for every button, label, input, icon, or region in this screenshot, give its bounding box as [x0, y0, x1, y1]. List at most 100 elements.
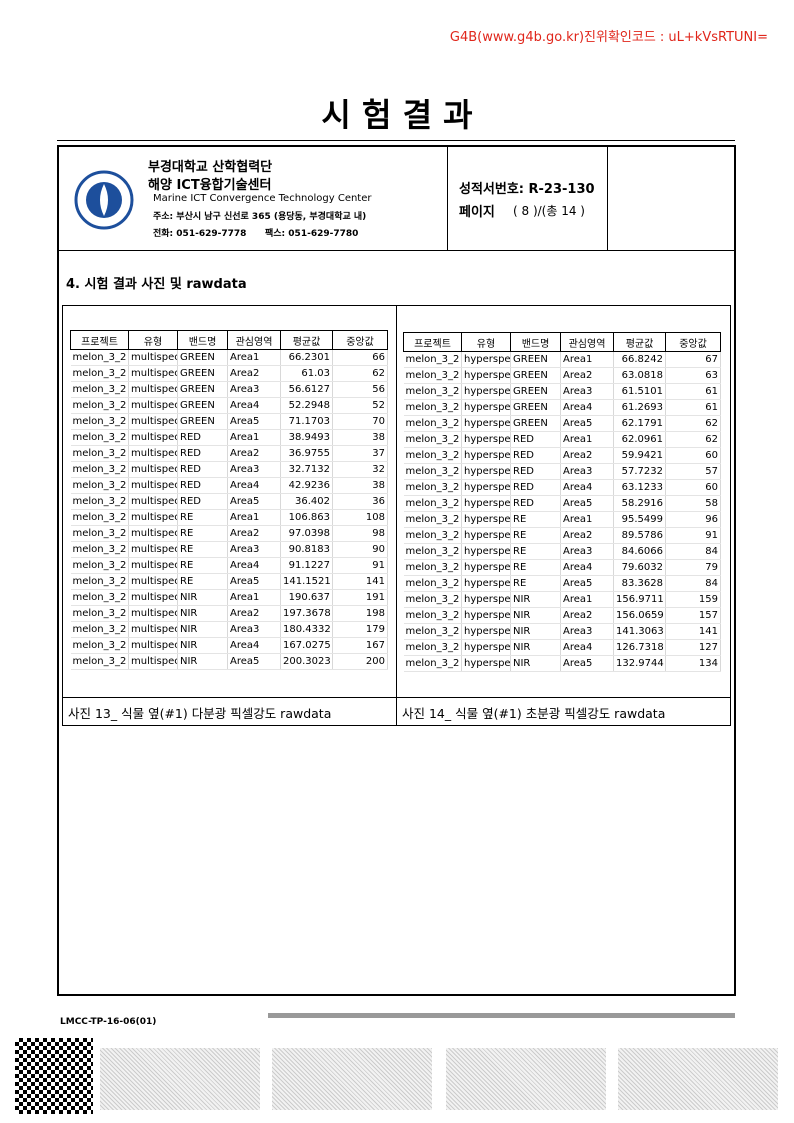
cell: Area4	[228, 398, 281, 414]
cell: NIR	[511, 656, 561, 672]
cell: 98	[333, 526, 388, 542]
cell: hyperspec	[462, 496, 511, 512]
header-divider	[607, 145, 608, 250]
caption-rule	[62, 697, 731, 698]
data-row: melon_3_2hyperspecREArea384.606684	[404, 544, 721, 560]
cell: 70	[333, 414, 388, 430]
cell: Area4	[228, 478, 281, 494]
cell: Area5	[228, 654, 281, 670]
data-row: melon_3_2hyperspecNIRArea5132.9744134	[404, 656, 721, 672]
cell: 62.1791	[614, 416, 666, 432]
data-row: melon_3_2hyperspecNIRArea3141.3063141	[404, 624, 721, 640]
cell: melon_3_2	[71, 510, 129, 526]
data-row: melon_3_2hyperspecREDArea357.723257	[404, 464, 721, 480]
section-heading: 4. 시험 결과 사진 및 rawdata	[66, 273, 247, 292]
cell: NIR	[178, 622, 228, 638]
cell: multispect	[129, 414, 178, 430]
cell: multispect	[129, 606, 178, 622]
cell: 97.0398	[281, 526, 333, 542]
cell: 71.1703	[281, 414, 333, 430]
cell: 156.0659	[614, 608, 666, 624]
cell: melon_3_2	[71, 654, 129, 670]
cell: melon_3_2	[404, 528, 462, 544]
cell: melon_3_2	[71, 430, 129, 446]
cell: multispect	[129, 350, 178, 366]
cell: 141.3063	[614, 624, 666, 640]
cell: multispect	[129, 638, 178, 654]
cell: melon_3_2	[71, 478, 129, 494]
data-row: melon_3_2multispectNIRArea5200.3023200	[71, 654, 388, 670]
cell: Area5	[228, 494, 281, 510]
cell: 62	[666, 416, 721, 432]
cell: RED	[178, 478, 228, 494]
cell: melon_3_2	[71, 446, 129, 462]
address: 주소: 부산시 남구 신선로 365 (용당동, 부경대학교 내)	[153, 209, 366, 222]
data-row: melon_3_2hyperspecREDArea162.096162	[404, 432, 721, 448]
cell: 108	[333, 510, 388, 526]
cell: hyperspec	[462, 560, 511, 576]
data-row: melon_3_2hyperspecREDArea463.123360	[404, 480, 721, 496]
cell: multispect	[129, 574, 178, 590]
cell: Area2	[228, 526, 281, 542]
cell: 90.8183	[281, 542, 333, 558]
cell: 66.2301	[281, 350, 333, 366]
cell: melon_3_2	[71, 574, 129, 590]
cell: Area3	[561, 464, 614, 480]
data-row: melon_3_2hyperspecREDArea259.942160	[404, 448, 721, 464]
cell: 67	[666, 352, 721, 368]
caption: 사진 13_ 식물 옆(#1) 다분광 픽셀강도 rawdata	[68, 703, 331, 722]
cell: 59.9421	[614, 448, 666, 464]
cell: NIR	[511, 608, 561, 624]
cell: 57.7232	[614, 464, 666, 480]
cell: hyperspec	[462, 528, 511, 544]
cell: melon_3_2	[404, 384, 462, 400]
cell: Area1	[228, 510, 281, 526]
data-row: melon_3_2multispectGREENArea166.230166	[71, 350, 388, 366]
cell: Area3	[228, 382, 281, 398]
cell: RE	[511, 528, 561, 544]
cell: 62	[333, 366, 388, 382]
cell: multispect	[129, 558, 178, 574]
cell: melon_3_2	[71, 526, 129, 542]
cell: Area5	[561, 496, 614, 512]
column-header: 평균값	[614, 333, 666, 352]
data-row: melon_3_2hyperspecGREENArea166.824267	[404, 352, 721, 368]
cell: 91	[333, 558, 388, 574]
cell: 57	[666, 464, 721, 480]
cell: melon_3_2	[404, 640, 462, 656]
cell: multispect	[129, 622, 178, 638]
cell: RE	[511, 544, 561, 560]
cell: RE	[178, 574, 228, 590]
report-number: 성적서번호: R-23-130	[459, 178, 595, 197]
data-row: melon_3_2hyperspecREArea583.362884	[404, 576, 721, 592]
cell: multispect	[129, 478, 178, 494]
header-row: 프로젝트유형밴드명관심영역평균값중앙값	[71, 331, 388, 350]
cell: 132.9744	[614, 656, 666, 672]
cell: 58.2916	[614, 496, 666, 512]
data-row: melon_3_2multispectREArea491.122791	[71, 558, 388, 574]
security-pattern	[100, 1048, 260, 1110]
cell: 141.1521	[281, 574, 333, 590]
caption: 사진 14_ 식물 옆(#1) 초분광 픽셀강도 rawdata	[402, 703, 665, 722]
cell: melon_3_2	[404, 368, 462, 384]
cell: 56	[333, 382, 388, 398]
cell: multispect	[129, 654, 178, 670]
cell: RED	[178, 446, 228, 462]
cell: multispect	[129, 590, 178, 606]
cell: hyperspec	[462, 464, 511, 480]
cell: 159	[666, 592, 721, 608]
cell: melon_3_2	[404, 352, 462, 368]
cell: melon_3_2	[404, 560, 462, 576]
cell: Area1	[561, 352, 614, 368]
data-row: melon_3_2multispectNIRArea4167.0275167	[71, 638, 388, 654]
cell: Area4	[228, 638, 281, 654]
cell: Area2	[228, 366, 281, 382]
data-row: melon_3_2multispectREDArea442.923638	[71, 478, 388, 494]
cell: GREEN	[178, 414, 228, 430]
rawdata-table: 프로젝트유형밴드명관심영역평균값중앙값melon_3_2hyperspecGRE…	[403, 332, 721, 672]
column-header: 중앙값	[333, 331, 388, 350]
cell: Area2	[561, 608, 614, 624]
cell: Area4	[561, 640, 614, 656]
cell: multispect	[129, 542, 178, 558]
cell: 79	[666, 560, 721, 576]
